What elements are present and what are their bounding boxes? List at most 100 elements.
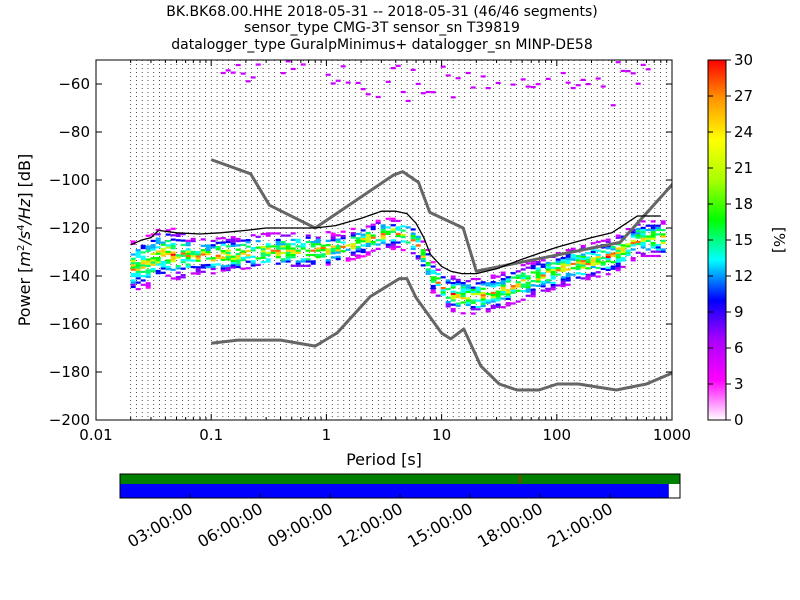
- heatmap-cell: [145, 282, 151, 285]
- heatmap-cell: [230, 257, 236, 260]
- heatmap-cell: [450, 275, 456, 278]
- heatmap-cell: [245, 260, 251, 263]
- heatmap-cell: [565, 259, 571, 263]
- heatmap-cell: [340, 230, 346, 233]
- heatmap-cell: [525, 85, 531, 88]
- heatmap-cell: [590, 252, 596, 256]
- timeline-ticks: 03:00:0006:00:0009:00:0012:00:0015:00:00…: [124, 494, 616, 551]
- heatmap-cell: [475, 293, 481, 296]
- heatmap-cell: [630, 259, 636, 262]
- heatmap-cell: [485, 282, 491, 285]
- heatmap-cell: [180, 261, 186, 264]
- heatmap-cell: [655, 244, 661, 247]
- heatmap-cell: [290, 264, 296, 267]
- heatmap-cell: [320, 248, 326, 252]
- heatmap-cell: [135, 251, 141, 254]
- heatmap-cell: [650, 226, 656, 229]
- heatmap-cell: [310, 240, 316, 244]
- heatmap-cell: [410, 232, 416, 235]
- colorbar-tick-label: 9: [734, 303, 744, 321]
- heatmap-cell: [275, 251, 281, 254]
- heatmap-cell: [500, 291, 506, 294]
- heatmap-cell: [155, 272, 161, 275]
- heatmap-cell: [615, 258, 621, 261]
- heatmap-cell: [295, 240, 301, 244]
- heatmap-cell: [450, 281, 456, 285]
- heatmap-cell: [540, 280, 546, 284]
- heatmap-cell: [190, 240, 196, 243]
- heatmap-cell: [230, 262, 236, 265]
- y-tick-label: −100: [49, 171, 90, 189]
- heatmap-cell: [225, 264, 231, 267]
- heatmap-cell: [535, 263, 541, 266]
- heatmap-cell: [430, 261, 436, 264]
- heatmap-cell: [450, 299, 456, 302]
- heatmap-cell: [505, 295, 511, 298]
- heatmap-cell: [480, 298, 486, 301]
- heatmap-cell: [195, 272, 201, 275]
- heatmap-cell: [170, 247, 176, 250]
- heatmap-cell: [515, 289, 521, 292]
- heatmap-cell: [290, 249, 296, 252]
- heatmap-cell: [345, 248, 351, 251]
- heatmap-cell: [365, 240, 371, 243]
- heatmap-cell: [450, 303, 456, 306]
- heatmap-cell: [325, 244, 331, 247]
- heatmap-cell: [255, 240, 261, 243]
- heatmap-cell: [450, 277, 456, 280]
- heatmap-cell: [625, 227, 631, 231]
- heatmap-cell: [235, 248, 241, 251]
- heatmap-cell: [645, 237, 651, 240]
- heatmap-cell: [620, 252, 626, 256]
- heatmap-cell: [595, 240, 601, 244]
- heatmap-cell: [490, 296, 496, 299]
- heatmap-cell: [450, 310, 456, 313]
- heatmap-cell: [225, 266, 231, 270]
- heatmap-cell: [245, 241, 251, 244]
- heatmap-cell: [130, 272, 136, 276]
- heatmap-cell: [425, 90, 431, 94]
- heatmap-cell: [590, 257, 596, 260]
- heatmap-cell: [520, 264, 526, 267]
- heatmap-cell: [195, 255, 201, 258]
- heatmap-cell: [610, 246, 616, 249]
- heatmap-cell: [420, 264, 426, 267]
- y-tick-label: −140: [49, 267, 90, 285]
- heatmap-cell: [580, 244, 586, 248]
- heatmap-cell: [385, 245, 391, 248]
- heatmap-cell: [375, 221, 381, 225]
- heatmap-cell: [435, 272, 441, 276]
- heatmap-cell: [350, 234, 356, 237]
- heatmap-cell: [470, 301, 476, 304]
- heatmap-cell: [250, 264, 256, 267]
- heatmap-cell: [290, 238, 296, 241]
- heatmap-cell: [650, 244, 656, 247]
- heatmap-cell: [390, 230, 396, 233]
- heatmap-cell: [610, 267, 616, 270]
- heatmap-cell: [505, 293, 511, 296]
- heatmap-cell: [415, 255, 421, 258]
- heatmap-cell: [195, 257, 201, 260]
- heatmap-cell: [295, 245, 301, 248]
- heatmap-cell: [645, 239, 651, 242]
- x-tick-label: 1: [322, 426, 332, 444]
- heatmap-cell: [505, 302, 511, 305]
- heatmap-cell: [635, 232, 641, 235]
- heatmap-cell: [170, 238, 176, 241]
- heatmap-cell: [275, 256, 281, 259]
- heatmap-cell: [165, 265, 171, 269]
- heatmap-cell: [140, 279, 146, 282]
- heatmap-cell: [245, 249, 251, 253]
- heatmap-cell: [375, 95, 381, 99]
- heatmap-cell: [520, 78, 526, 81]
- heatmap-cell: [655, 248, 661, 251]
- heatmap-cell: [570, 256, 576, 259]
- heatmap-cell: [505, 291, 511, 294]
- heatmap-cell: [475, 286, 481, 289]
- heatmap-cell: [140, 259, 146, 263]
- heatmap-cell: [460, 281, 466, 285]
- heatmap-cell: [430, 287, 436, 290]
- heatmap-cell: [645, 224, 651, 227]
- heatmap-cell: [185, 248, 191, 251]
- heatmap-cell: [260, 261, 266, 264]
